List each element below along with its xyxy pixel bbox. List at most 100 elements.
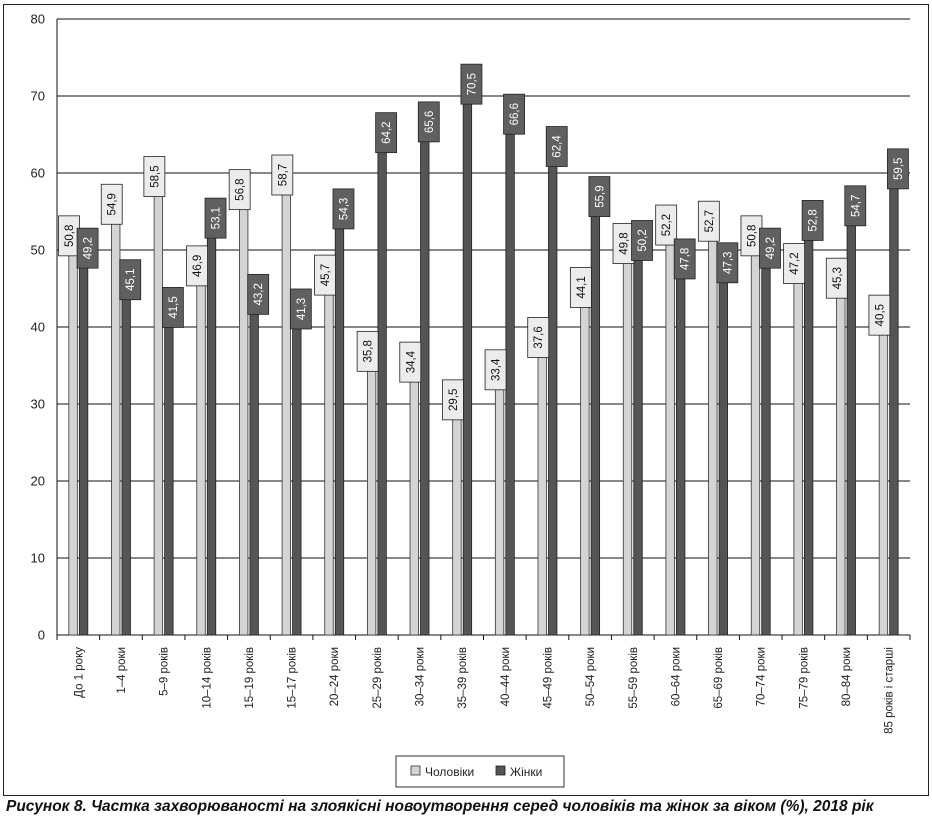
bar-men [409, 369, 419, 636]
bar-women [206, 225, 217, 636]
legend-label-men: Чоловіки [425, 765, 474, 779]
x-category-label: 20–24 роки [329, 647, 341, 706]
data-label-women-box [247, 273, 270, 315]
data-label-men-box [697, 200, 720, 242]
data-label-men-box [569, 267, 592, 308]
data-label-women-box [76, 227, 99, 269]
y-gridlines [57, 18, 910, 559]
data-label-men-box [399, 341, 422, 383]
bar-women [334, 216, 345, 636]
bar-men [793, 271, 803, 636]
bar-women [846, 213, 856, 636]
bar-men [153, 184, 164, 636]
data-label-women: 62,4 [552, 135, 564, 158]
data-label-women-box [375, 112, 398, 154]
x-category-label: 30–34 роки [415, 647, 427, 706]
bar-women [292, 316, 302, 636]
data-label-women: 55,9 [594, 185, 606, 207]
bar-men [68, 243, 78, 636]
data-label-women: 41,5 [168, 296, 180, 318]
legend-box [395, 755, 565, 788]
data-label-women: 54,7 [850, 195, 862, 217]
data-label-women: 49,2 [83, 237, 95, 259]
data-label-men: 58,7 [277, 164, 289, 186]
data-label-men: 50,8 [746, 225, 758, 247]
data-label-men-box [143, 156, 166, 197]
data-label-women-box [759, 227, 781, 269]
data-label-men-box [655, 204, 678, 246]
bar-women [590, 204, 601, 636]
data-label-men: 45,7 [320, 264, 332, 286]
x-category-label: 10–14 років [201, 647, 213, 709]
data-label-women-box [119, 259, 142, 301]
data-label-women: 47,8 [680, 248, 692, 270]
data-label-men-box [271, 154, 294, 196]
y-tick-label: 10 [31, 551, 45, 566]
x-category-label: 55–59 років [628, 647, 640, 709]
data-label-men: 47,2 [789, 252, 801, 274]
data-label-women-box [161, 287, 184, 328]
data-label-men: 46,9 [192, 255, 204, 277]
data-label-women-box [289, 288, 312, 330]
bar-men [281, 182, 291, 636]
data-label-men-box [442, 379, 464, 421]
data-label-men-box [868, 294, 891, 336]
data-label-men-box [783, 243, 806, 284]
bar-women [249, 301, 259, 636]
data-label-women: 70,5 [466, 73, 478, 95]
y-tick-label: 0 [38, 628, 45, 643]
x-category-label: 25–29 років [372, 647, 384, 709]
bar-chart: 0 10 20 30 40 50 60 70 80 50,8 49,2 До 1 року 54,9 45… [31, 12, 911, 788]
y-tick-label: 70 [31, 89, 45, 104]
data-label-men: 56,8 [235, 178, 247, 200]
y-tick-label: 60 [31, 166, 45, 181]
bar-women [164, 315, 174, 636]
data-label-women-box [503, 93, 525, 135]
bar-men [622, 251, 633, 636]
data-label-men-box [228, 169, 251, 211]
x-category-label: 1–4 роки [116, 647, 128, 694]
data-label-women: 50,2 [637, 229, 649, 251]
x-category-label: 65–69 років [713, 647, 725, 709]
data-label-women-box [588, 176, 611, 217]
x-category-label: 50–54 роки [585, 647, 597, 706]
bar-women [803, 228, 814, 636]
bar-men [494, 377, 505, 636]
data-label-men: 33,4 [491, 358, 503, 381]
data-label-women: 43,2 [253, 283, 265, 305]
data-label-men: 45,3 [832, 267, 844, 289]
bar-men [708, 228, 718, 636]
x-category-label: 75–79 років [798, 647, 810, 709]
data-label-women-box [631, 220, 653, 261]
data-label-women: 64,2 [381, 121, 393, 143]
data-label-men: 35,8 [363, 340, 375, 362]
bar-women [462, 91, 473, 636]
bar-men [878, 322, 889, 636]
data-label-women-box [460, 63, 483, 105]
x-category-label: 5–9 років [159, 647, 171, 696]
x-category-label: До 1 року [73, 647, 85, 698]
bar-men [537, 345, 547, 636]
data-label-women-box [417, 101, 440, 143]
bar-women [676, 266, 686, 636]
data-label-women-box [332, 188, 355, 230]
data-label-women-box [716, 242, 739, 284]
data-label-women: 45,1 [125, 269, 137, 291]
bar-men [196, 273, 206, 636]
data-label-men: 37,6 [533, 326, 545, 348]
data-label-men: 44,1 [576, 276, 588, 298]
x-category-label: 45–49 років [542, 647, 554, 709]
legend-label-women: Жінки [510, 765, 542, 779]
data-label-men: 40,5 [874, 304, 886, 326]
bar-men [366, 358, 377, 636]
bar-women [377, 140, 387, 636]
bar-men [665, 232, 675, 636]
data-label-women: 66,6 [509, 103, 521, 125]
bar-women [121, 287, 131, 636]
y-tick-label: 50 [31, 243, 45, 258]
bar-men [750, 243, 761, 636]
data-label-men-box [484, 349, 507, 391]
data-label-women: 52,8 [808, 209, 820, 231]
data-label-women-box [844, 185, 867, 227]
data-label-women: 53,1 [211, 207, 223, 229]
